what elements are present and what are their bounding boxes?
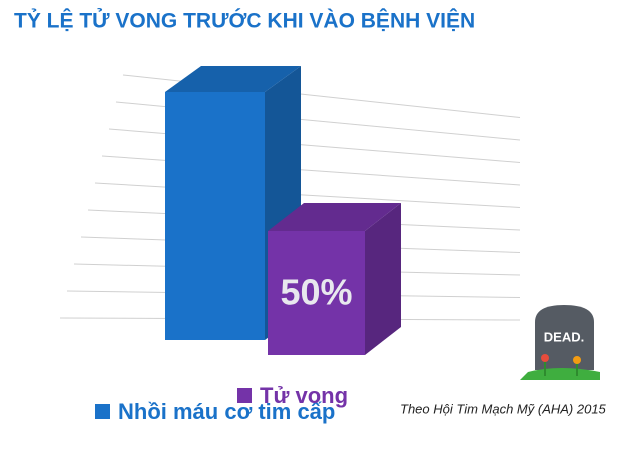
bar [268,203,401,355]
bar-top [165,66,301,92]
legend-label: Nhồi máu cơ tim cấp [118,399,335,424]
legend-swatch [237,388,252,403]
flower [541,354,549,362]
icon-text: DEAD. [544,329,584,344]
bar-front [165,92,265,340]
bar-front [268,231,365,355]
legend-label: Tử vong [260,383,348,408]
grass [520,368,600,380]
bar-top [268,203,401,231]
flower [573,356,581,364]
chart-title: TỶ LỆ TỬ VONG TRƯỚC KHI VÀO BỆNH VIỆN [14,9,475,33]
grid-line [101,155,521,186]
legend-swatch [95,404,110,419]
source-note: Theo Hội Tim Mạch Mỹ (AHA) 2015 [400,401,607,416]
tombstone-icon: DEAD. [520,305,600,380]
bars: 50% [165,66,401,355]
tombstone [535,305,594,370]
bar-side [365,203,401,355]
value-label: 50% [280,272,352,313]
